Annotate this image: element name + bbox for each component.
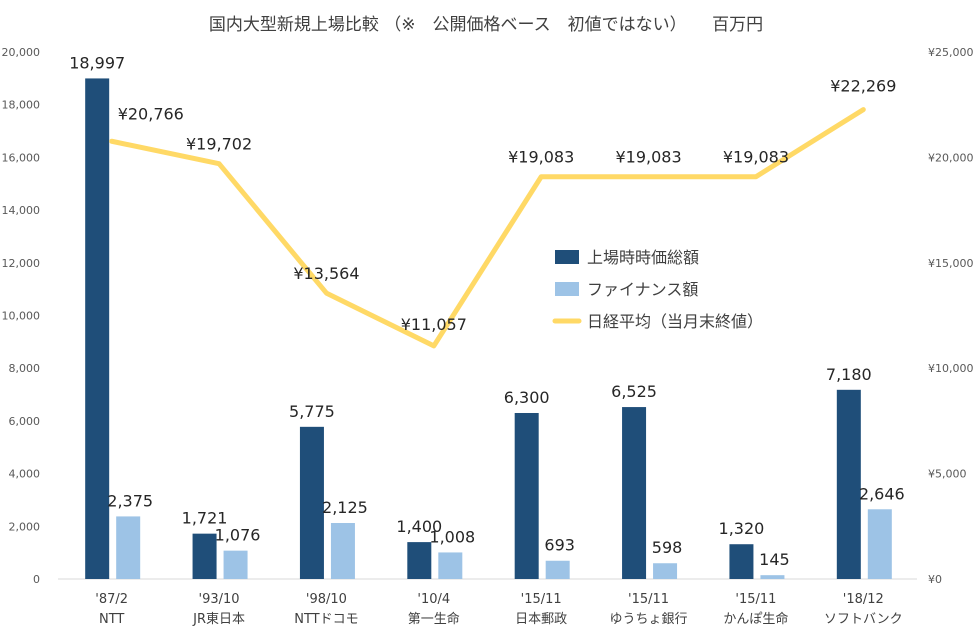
x-tick-name: ゆうちょ銀行: [610, 612, 688, 627]
left-axis-tick-label: 6,000: [9, 415, 41, 428]
data-label-market-cap: 1,400: [396, 517, 442, 536]
bar-market-cap: [514, 412, 539, 579]
data-label-nikkei: ¥11,057: [401, 315, 467, 334]
right-axis-tick-label: ¥20,000: [928, 151, 973, 164]
bar-market-cap: [622, 407, 647, 579]
left-axis-tick-label: 18,000: [2, 99, 41, 112]
left-axis-tick-label: 10,000: [2, 310, 41, 323]
x-tick-period: '10/4: [417, 592, 450, 607]
bar-market-cap: [299, 426, 324, 579]
x-tick-period: '93/10: [199, 592, 240, 607]
bar-finance: [760, 575, 785, 579]
right-axis-tick-label: ¥10,000: [928, 362, 973, 375]
legend-swatch: [555, 250, 579, 264]
bar-market-cap: [85, 78, 110, 579]
left-axis-tick-label: 12,000: [2, 257, 41, 270]
data-label-nikkei: ¥20,766: [118, 104, 184, 123]
right-axis-tick-label: ¥25,000: [928, 46, 973, 59]
legend-swatch: [555, 282, 579, 296]
legend-label: ファイナンス額: [587, 280, 698, 299]
data-label-finance: 2,375: [107, 491, 153, 510]
left-axis-tick-label: 4,000: [9, 468, 41, 481]
legend-label: 上場時時価総額: [587, 248, 699, 267]
chart-title: 国内大型新規上場比較 （※ 公開価格ベース 初値ではない） 百万円: [209, 15, 763, 35]
x-axis-labels: '87/2 NTT '93/10 JR東日本 '98/10 NTTドコモ '10/4 第一生命…: [95, 592, 902, 627]
right-y-axis: ¥0 ¥5,000 ¥10,000 ¥15,000 ¥20,000 ¥25,000: [928, 46, 973, 586]
legend-label: 日経平均（当月末終値）: [587, 312, 763, 331]
left-axis-tick-label: 14,000: [2, 204, 41, 217]
data-label-market-cap: 7,180: [826, 365, 872, 384]
bar-finance: [116, 516, 141, 579]
line-nikkei: [109, 107, 866, 349]
x-tick-name: 日本郵政: [515, 612, 567, 627]
data-label-nikkei: ¥22,269: [830, 77, 896, 96]
left-y-axis: 0 2,000 4,000 6,000 8,000 10,000 12,000 14,000 1…: [2, 46, 41, 586]
right-axis-tick-label: ¥15,000: [928, 257, 973, 270]
x-tick-name: ソフトバンク: [824, 612, 903, 627]
x-tick-period: '87/2: [95, 592, 128, 607]
bar-market-cap: [836, 389, 861, 579]
bar-finance: [223, 550, 248, 579]
data-label-finance: 2,646: [859, 484, 905, 503]
data-label-finance: 2,125: [322, 498, 368, 517]
x-tick-name: 第一生命: [408, 611, 460, 627]
x-tick-name: かんぽ生命: [723, 611, 788, 627]
x-tick-period: '15/11: [628, 592, 669, 607]
data-label-market-cap: 6,525: [611, 382, 657, 401]
data-label-nikkei: ¥19,083: [615, 148, 681, 167]
data-label-finance: 1,008: [429, 527, 475, 546]
x-tick-period: '18/12: [843, 592, 884, 607]
bar-finance: [438, 552, 463, 579]
line-series: [109, 107, 866, 349]
data-label-finance: 145: [759, 550, 790, 569]
data-label-finance: 1,076: [215, 526, 261, 545]
data-label-nikkei: ¥13,564: [293, 264, 359, 283]
x-tick-period: '15/11: [521, 592, 562, 607]
data-label-nikkei: ¥19,702: [186, 135, 252, 154]
x-tick-name: NTTドコモ: [294, 612, 358, 627]
left-axis-tick-label: 20,000: [2, 46, 41, 59]
left-axis-tick-label: 16,000: [2, 151, 41, 164]
bar-market-cap: [729, 544, 754, 579]
data-label-market-cap: 1,721: [182, 509, 228, 528]
data-label-finance: 598: [652, 538, 683, 557]
data-label-market-cap: 18,997: [69, 53, 125, 72]
data-label-finance: 693: [544, 536, 575, 555]
bar-finance: [545, 560, 570, 579]
data-label-market-cap: 6,300: [504, 388, 550, 407]
x-tick-name: JR東日本: [192, 611, 245, 627]
bar-finance: [330, 523, 355, 579]
left-axis-tick-label: 2,000: [9, 520, 41, 533]
left-axis-tick-label: 0: [33, 573, 40, 586]
data-label-market-cap: 5,775: [289, 402, 335, 421]
x-tick-period: '98/10: [306, 592, 347, 607]
bar-market-cap: [407, 542, 432, 579]
data-label-nikkei: ¥19,083: [723, 148, 789, 167]
data-label-market-cap: 1,320: [719, 519, 765, 538]
right-axis-tick-label: ¥5,000: [928, 468, 967, 481]
right-axis-tick-label: ¥0: [928, 573, 942, 586]
left-axis-tick-label: 8,000: [9, 362, 41, 375]
bar-finance: [653, 563, 678, 579]
bar-series: [85, 78, 892, 579]
bar-finance: [867, 509, 892, 579]
data-label-nikkei: ¥19,083: [508, 148, 574, 167]
x-tick-period: '15/11: [735, 592, 776, 607]
bar-market-cap: [192, 533, 217, 579]
x-tick-name: NTT: [99, 612, 124, 627]
